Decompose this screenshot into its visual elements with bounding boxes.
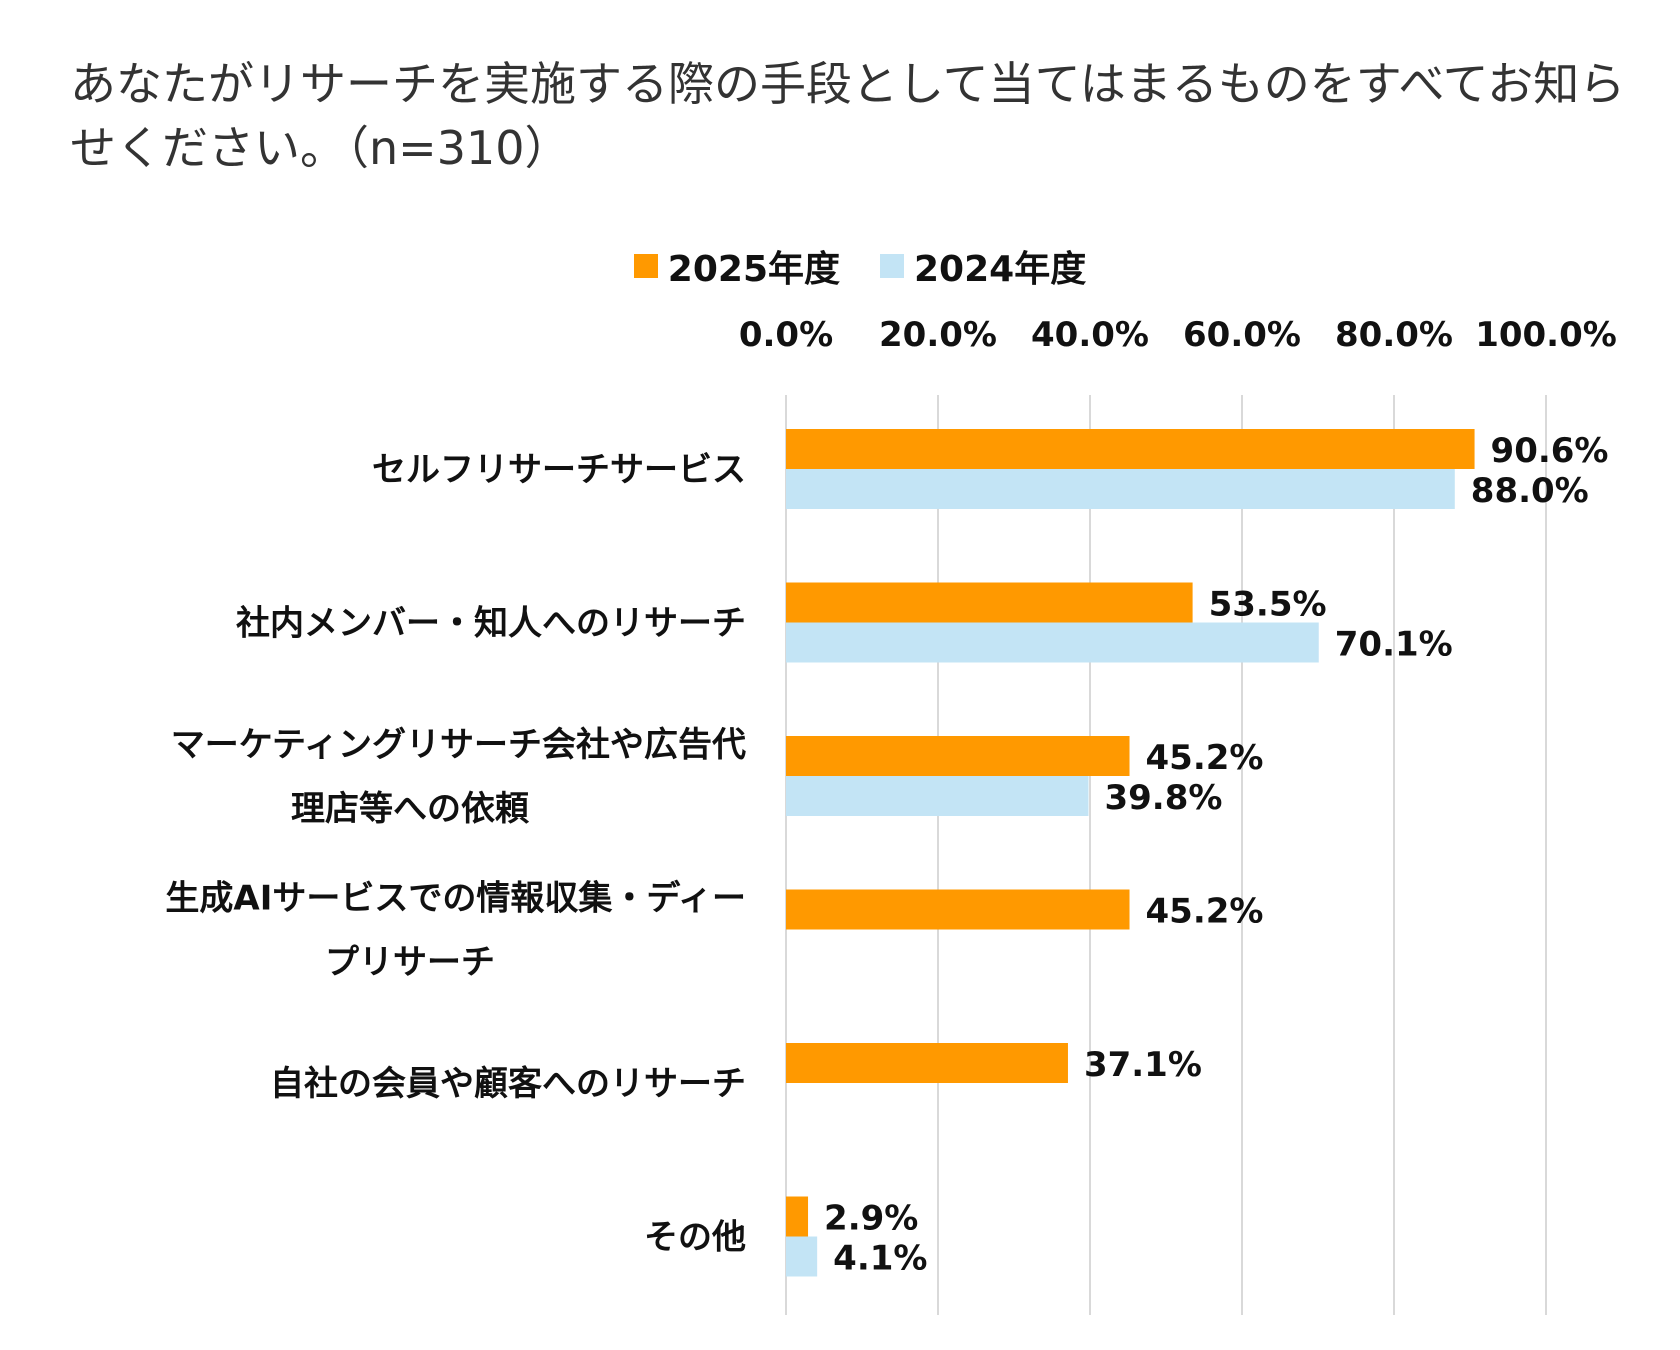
category-label-3-1: プリサーチ <box>325 943 495 983</box>
chart-title: あなたがリサーチを実施する際の手段として当てはまるものをすべてお知らせください。… <box>70 57 1626 175</box>
x-tick-label-20: 20.0% <box>879 315 997 355</box>
bar-0-4 <box>786 1043 1068 1083</box>
category-label-2-1: 理店等への依頼 <box>291 789 530 829</box>
legend-item-2025: 2025年度 <box>633 240 840 292</box>
data-label-0-2: 45.2% <box>1146 738 1264 778</box>
bar-1-1 <box>786 622 1319 663</box>
data-label-0-0: 90.6% <box>1491 431 1609 471</box>
legend-label-2025: 2025年度 <box>667 249 840 290</box>
category-label-5-0: その他 <box>644 1218 746 1258</box>
category-label-0-0: セルフリサーチサービス <box>372 450 746 490</box>
data-label-1-2: 39.8% <box>1104 778 1222 818</box>
bar-0-5 <box>786 1196 809 1237</box>
category-label-1-0: 社内メンバー・知人へのリサーチ <box>236 604 746 644</box>
category-label-4-0: 自社の会員や顧客へのリサーチ <box>270 1064 746 1104</box>
x-tick-label-60: 60.0% <box>1183 315 1301 355</box>
bar-0-0 <box>786 429 1475 469</box>
legend-swatch-2025 <box>633 254 658 278</box>
legend-swatch-2024 <box>880 254 904 278</box>
bar-1-0 <box>786 469 1455 509</box>
x-tick-label-40: 40.0% <box>1031 315 1149 355</box>
x-tick-label-100: 100.0% <box>1475 315 1617 355</box>
bar-0-3 <box>786 889 1130 930</box>
data-label-1-0: 88.0% <box>1471 471 1589 511</box>
data-label-1-1: 70.1% <box>1335 625 1453 665</box>
data-label-0-5: 2.9% <box>824 1199 918 1239</box>
bar-1-5 <box>786 1236 818 1277</box>
bar-0-1 <box>786 582 1193 623</box>
bar-0-2 <box>786 736 1130 776</box>
legend-label-2024: 2024年度 <box>914 249 1087 290</box>
data-label-0-1: 53.5% <box>1209 585 1327 625</box>
chart-legend: 2025年度 2024年度 <box>20 240 1680 292</box>
bar-1-2 <box>786 776 1089 816</box>
x-tick-label-80: 80.0% <box>1335 315 1453 355</box>
data-label-0-3: 45.2% <box>1146 892 1264 932</box>
data-label-0-4: 37.1% <box>1084 1045 1202 1085</box>
x-tick-label-0: 0.0% <box>739 315 833 355</box>
category-label-3-0: 生成AIサービスでの情報収集・ディー <box>165 879 746 919</box>
data-label-1-5: 4.1% <box>833 1239 927 1279</box>
category-label-2-0: マーケティングリサーチ会社や広告代 <box>171 725 746 765</box>
legend-item-2024: 2024年度 <box>880 240 1086 292</box>
